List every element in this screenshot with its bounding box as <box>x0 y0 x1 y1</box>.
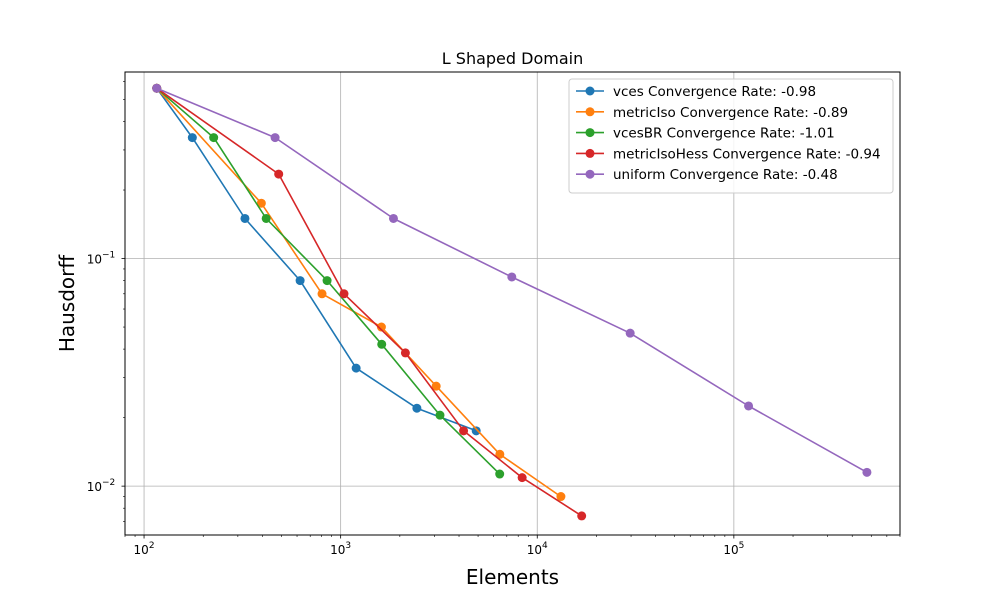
data-point <box>412 403 422 413</box>
data-point <box>322 276 332 286</box>
data-point <box>744 401 754 411</box>
series <box>152 83 505 479</box>
legend-label: vces Convergence Rate: -0.98 <box>613 84 816 100</box>
legend-marker <box>585 107 595 117</box>
chart-title: L Shaped Domain <box>442 49 583 68</box>
legend-marker <box>585 169 595 179</box>
legend-label: metricIso Convergence Rate: -0.89 <box>613 105 848 121</box>
data-point <box>495 469 505 479</box>
legend-marker <box>585 86 595 96</box>
data-point <box>187 133 197 143</box>
x-axis-title: Elements <box>466 565 559 589</box>
plot-series <box>152 83 872 521</box>
data-point <box>270 133 280 143</box>
data-point <box>862 467 872 477</box>
data-point <box>388 213 398 223</box>
legend-item: metricIsoHess Convergence Rate: -0.94 <box>576 146 881 162</box>
data-point <box>317 289 327 299</box>
data-point <box>625 328 635 338</box>
data-point <box>295 276 305 286</box>
legend-item: metricIso Convergence Rate: -0.89 <box>576 105 848 121</box>
data-point <box>377 339 387 349</box>
legend-item: vces Convergence Rate: -0.98 <box>576 84 816 100</box>
legend-label: vcesBR Convergence Rate: -1.01 <box>613 126 835 142</box>
data-point <box>577 511 587 521</box>
data-point <box>152 83 162 93</box>
legend-marker <box>585 148 595 158</box>
data-point <box>261 213 271 223</box>
data-point <box>435 410 445 420</box>
legend-marker <box>585 128 595 138</box>
data-point <box>351 363 361 373</box>
legend-item: uniform Convergence Rate: -0.48 <box>576 167 838 183</box>
series <box>152 83 872 477</box>
y-axis-title: Hausdorff <box>55 254 79 353</box>
data-point <box>240 213 250 223</box>
data-point <box>256 198 266 208</box>
data-point <box>556 492 566 502</box>
data-point <box>471 426 481 436</box>
legend-item: vcesBR Convergence Rate: -1.01 <box>576 126 835 142</box>
data-point <box>459 426 469 436</box>
legend: vces Convergence Rate: -0.98 metricIso Co… <box>568 78 894 194</box>
data-point <box>209 133 219 143</box>
data-point <box>376 322 386 332</box>
data-point <box>495 449 505 459</box>
data-point <box>431 381 441 391</box>
data-point <box>339 289 349 299</box>
data-point <box>507 272 517 282</box>
data-point <box>274 169 284 179</box>
legend-box <box>568 78 894 194</box>
legend-label: metricIsoHess Convergence Rate: -0.94 <box>613 146 881 162</box>
data-point <box>400 348 410 358</box>
legend-label: uniform Convergence Rate: -0.48 <box>613 167 838 183</box>
data-point <box>517 473 527 483</box>
axes-frame <box>124 71 901 536</box>
